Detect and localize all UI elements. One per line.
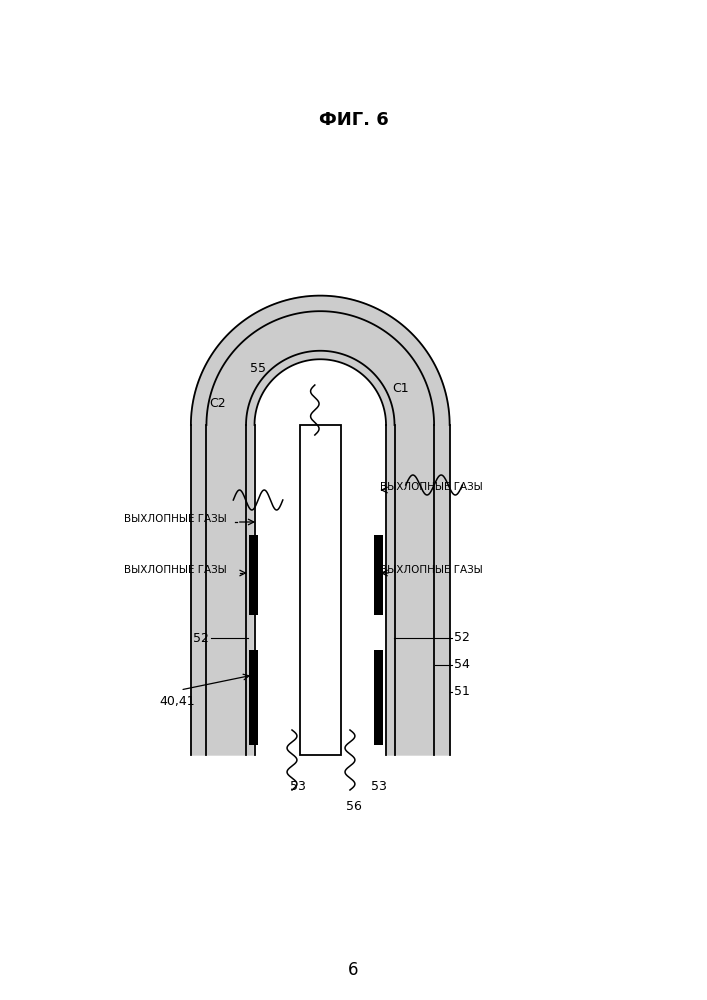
Bar: [249, 535, 258, 615]
Text: 53: 53: [371, 780, 387, 793]
Text: ВЫХЛОПНЫЕ ГАЗЫ: ВЫХЛОПНЫЕ ГАЗЫ: [380, 565, 482, 575]
Text: 56: 56: [346, 800, 361, 813]
Bar: [374, 535, 383, 615]
Text: ВЫХЛОПНЫЕ ГАЗЫ: ВЫХЛОПНЫЕ ГАЗЫ: [124, 565, 226, 575]
Bar: [374, 650, 383, 745]
FancyBboxPatch shape: [300, 420, 341, 755]
Polygon shape: [191, 296, 450, 755]
Polygon shape: [255, 359, 386, 755]
Text: 54: 54: [454, 658, 469, 671]
Text: 52: 52: [193, 632, 209, 645]
Text: 52: 52: [454, 631, 469, 644]
Text: ВЫХЛОПНЫЕ ГАЗЫ: ВЫХЛОПНЫЕ ГАЗЫ: [124, 514, 226, 524]
Text: ВЫХЛОПНЫЕ ГАЗЫ: ВЫХЛОПНЫЕ ГАЗЫ: [380, 482, 482, 492]
Text: C2: C2: [209, 397, 226, 410]
FancyBboxPatch shape: [300, 425, 341, 755]
Text: 6: 6: [349, 961, 358, 979]
Text: 55: 55: [250, 362, 266, 375]
Text: C1: C1: [392, 382, 409, 395]
Bar: [249, 650, 258, 745]
Text: 51: 51: [454, 685, 469, 698]
Text: ФИГ. 6: ФИГ. 6: [319, 111, 388, 129]
Text: 40,41: 40,41: [159, 695, 194, 708]
Text: 53: 53: [290, 780, 305, 793]
